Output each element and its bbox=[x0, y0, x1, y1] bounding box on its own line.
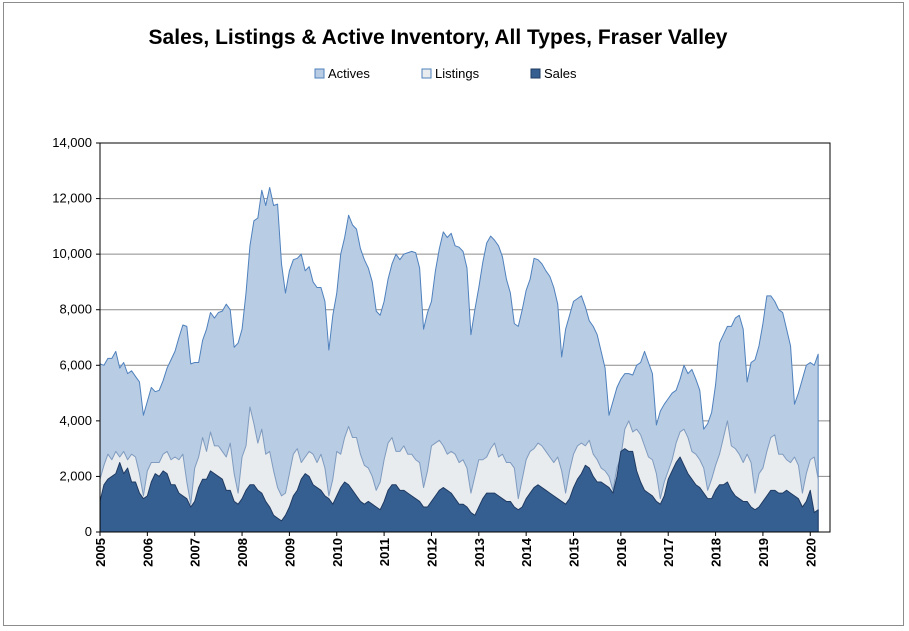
x-tick-label: 2010 bbox=[330, 538, 345, 567]
y-tick-label: 2,000 bbox=[59, 468, 92, 483]
y-tick-label: 8,000 bbox=[59, 302, 92, 317]
x-tick-label: 2016 bbox=[614, 538, 629, 567]
x-tick-label: 2007 bbox=[188, 538, 203, 567]
x-tick-label: 2015 bbox=[567, 538, 582, 567]
legend-swatch-listings bbox=[421, 68, 432, 79]
legend-swatch-actives bbox=[314, 68, 325, 79]
axes bbox=[99, 142, 831, 533]
series-area-sales bbox=[99, 448, 819, 533]
x-tick-label: 2013 bbox=[472, 538, 487, 567]
x-tick-label: 2006 bbox=[140, 538, 155, 567]
y-axis-ticks: 0 2,000 4,000 6,000 8,000 10,000 12,000 14,000 bbox=[52, 135, 100, 539]
x-tick-label: 2012 bbox=[424, 538, 439, 567]
y-tick-label: 14,000 bbox=[52, 135, 92, 150]
x-tick-label: 2011 bbox=[377, 538, 392, 566]
plot-border bbox=[99, 142, 831, 533]
x-tick-label: 2018 bbox=[709, 538, 724, 567]
legend-label-actives: Actives bbox=[328, 66, 370, 81]
y-tick-label: 6,000 bbox=[59, 357, 92, 372]
legend-label-sales: Sales bbox=[544, 66, 577, 81]
x-tick-label: 2019 bbox=[756, 538, 771, 567]
legend-label-listings: Listings bbox=[435, 66, 480, 81]
x-tick-label: 2017 bbox=[661, 538, 676, 567]
chart-title: Sales, Listings & Active Inventory, All … bbox=[149, 26, 728, 49]
legend: Actives Listings Sales bbox=[314, 66, 577, 81]
x-tick-label: 2020 bbox=[803, 538, 818, 567]
legend-swatch-sales bbox=[530, 68, 541, 79]
y-tick-label: 4,000 bbox=[59, 413, 92, 428]
series-areas bbox=[99, 186, 819, 533]
x-tick-label: 2009 bbox=[282, 538, 297, 567]
x-tick-label: 2008 bbox=[235, 538, 250, 567]
x-tick-label: 2014 bbox=[519, 537, 534, 567]
y-tick-label: 12,000 bbox=[52, 191, 92, 206]
x-axis-ticks: 2005 2006 2007 2008 2009 2010 2011 2012 2013 2014… bbox=[93, 532, 818, 567]
y-tick-label: 0 bbox=[85, 524, 92, 539]
x-tick-label: 2005 bbox=[93, 538, 108, 567]
y-tick-label: 10,000 bbox=[52, 246, 92, 261]
